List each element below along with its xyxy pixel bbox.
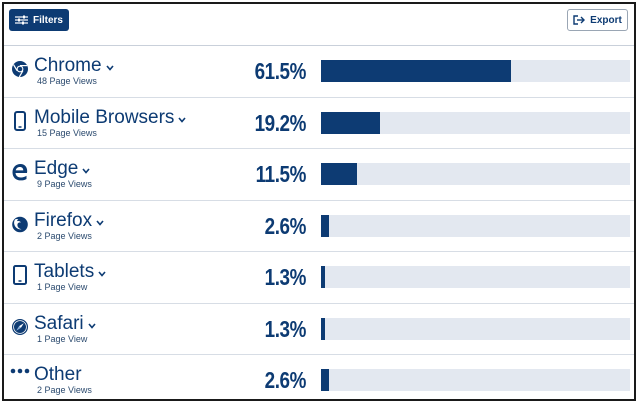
chevron-down-icon[interactable] bbox=[82, 161, 90, 179]
chevron-down-icon[interactable] bbox=[88, 316, 96, 334]
page-views-count: 15 Page Views bbox=[37, 127, 97, 138]
browser-name-toggle[interactable]: Tablets bbox=[34, 261, 106, 283]
browser-row-other: Other 2 Page Views 2.6% bbox=[4, 354, 634, 406]
toolbar: Filters Export bbox=[4, 4, 634, 46]
page-views-count: 9 Page Views bbox=[37, 179, 92, 189]
percentage-value: 19.2% bbox=[254, 109, 307, 136]
progress-track bbox=[321, 214, 630, 237]
progress-fill bbox=[321, 60, 512, 82]
export-label: Export bbox=[590, 14, 622, 26]
progress-track bbox=[321, 60, 630, 82]
percentage-value: 11.5% bbox=[255, 161, 307, 187]
browser-name: Edge bbox=[34, 158, 79, 179]
page-views-count: 1 Page View bbox=[37, 333, 88, 344]
filters-label: Filters bbox=[32, 14, 63, 26]
page-views-count: 2 Page Views bbox=[37, 385, 92, 395]
browser-row-mobile-browsers: Mobile Browsers 15 Page Views 19.2% bbox=[4, 96, 634, 149]
browser-row-edge: Edge 9 Page Views 11.5% bbox=[4, 148, 634, 200]
browser-name-toggle[interactable]: Edge bbox=[34, 158, 90, 180]
progress-track bbox=[321, 163, 630, 185]
chevron-down-icon[interactable] bbox=[98, 264, 106, 282]
browser-name: Firefox bbox=[34, 209, 93, 231]
progress-fill bbox=[321, 369, 330, 391]
browser-name-toggle[interactable]: Firefox bbox=[34, 210, 104, 232]
browser-name: Safari bbox=[34, 312, 84, 334]
mobile-phone-icon bbox=[10, 110, 30, 131]
browser-name: Tablets bbox=[34, 261, 95, 282]
percentage-value: 1.3% bbox=[264, 264, 307, 290]
progress-fill bbox=[321, 214, 330, 237]
progress-fill bbox=[321, 163, 357, 185]
export-icon bbox=[573, 15, 586, 25]
page-views-count: 48 Page Views bbox=[37, 76, 97, 86]
browser-list: Chrome 48 Page Views 61.5% Mobile Browsers 1… bbox=[4, 45, 634, 406]
browser-name: Chrome bbox=[34, 55, 102, 76]
page-views-count: 1 Page View bbox=[37, 282, 88, 292]
chrome-icon bbox=[10, 59, 30, 79]
browser-name-toggle[interactable]: Chrome bbox=[34, 55, 114, 77]
browser-name-toggle: Other bbox=[34, 364, 82, 386]
firefox-icon bbox=[10, 214, 30, 234]
progress-fill bbox=[321, 266, 326, 288]
browser-name: Mobile Browsers bbox=[34, 106, 175, 128]
browser-stats-panel: Filters Export Chrome 48 Page Views 61.5% M… bbox=[2, 2, 636, 401]
progress-track bbox=[321, 369, 630, 391]
chevron-down-icon[interactable] bbox=[96, 213, 104, 231]
progress-fill bbox=[321, 111, 381, 134]
browser-name-toggle[interactable]: Safari bbox=[34, 313, 96, 335]
percentage-value: 61.5% bbox=[254, 58, 307, 84]
browser-row-tablets: Tablets 1 Page View 1.3% bbox=[4, 251, 634, 303]
browser-name-toggle[interactable]: Mobile Browsers bbox=[34, 106, 187, 129]
chevron-down-icon[interactable] bbox=[105, 58, 114, 76]
percentage-value: 2.6% bbox=[264, 212, 307, 239]
progress-track bbox=[321, 266, 630, 288]
chevron-down-icon[interactable] bbox=[178, 110, 187, 128]
browser-name: Other bbox=[34, 364, 82, 385]
progress-track bbox=[321, 317, 630, 340]
tablet-icon bbox=[10, 265, 30, 285]
browser-row-safari: Safari 1 Page View 1.3% bbox=[4, 302, 634, 355]
safari-icon bbox=[10, 317, 30, 337]
progress-track bbox=[321, 111, 630, 134]
percentage-value: 1.3% bbox=[264, 315, 307, 342]
more-dots-icon bbox=[10, 361, 30, 381]
filters-button[interactable]: Filters bbox=[9, 9, 69, 31]
browser-row-firefox: Firefox 2 Page Views 2.6% bbox=[4, 199, 634, 252]
edge-icon bbox=[10, 162, 30, 182]
percentage-value: 2.6% bbox=[264, 367, 307, 393]
progress-fill bbox=[321, 317, 326, 340]
browser-row-chrome: Chrome 48 Page Views 61.5% bbox=[4, 45, 634, 97]
export-button[interactable]: Export bbox=[567, 9, 628, 31]
page-views-count: 2 Page Views bbox=[37, 230, 92, 241]
sliders-icon bbox=[14, 15, 28, 25]
